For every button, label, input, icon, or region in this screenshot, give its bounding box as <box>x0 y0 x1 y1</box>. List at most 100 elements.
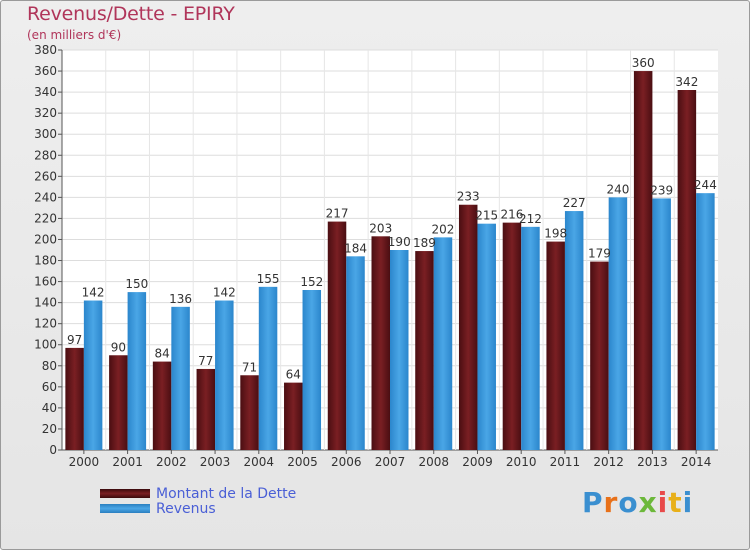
data-label-revenus: 142 <box>82 286 105 300</box>
legend-item-revenus: Revenus <box>100 501 296 516</box>
data-label-dette: 216 <box>500 208 523 222</box>
bar-dette <box>196 368 216 450</box>
data-label-dette: 217 <box>326 207 349 221</box>
bar-revenus <box>83 300 103 450</box>
x-tick-label: 2000 <box>69 455 100 469</box>
y-tick-label: 40 <box>42 401 57 415</box>
legend-swatch-dette <box>100 489 150 498</box>
data-label-dette: 189 <box>413 236 436 250</box>
bar-revenus <box>696 193 715 450</box>
bar-revenus <box>390 250 409 450</box>
y-tick-label: 80 <box>42 359 57 373</box>
bar-revenus <box>608 197 628 450</box>
y-tick-label: 320 <box>34 106 57 120</box>
legend-swatch-revenus <box>100 504 150 513</box>
x-tick-label: 2006 <box>331 455 362 469</box>
y-tick-label: 360 <box>34 64 57 78</box>
data-label-dette: 77 <box>198 354 213 368</box>
x-tick-label: 2005 <box>287 455 318 469</box>
logo-letter: i <box>682 486 694 519</box>
bar-revenus <box>171 306 190 450</box>
y-tick-label: 220 <box>34 211 57 225</box>
data-label-revenus: 136 <box>169 292 192 306</box>
x-tick-label: 2014 <box>681 455 712 469</box>
bar-dette <box>546 241 565 450</box>
y-tick-label: 380 <box>34 43 57 57</box>
proxiti-logo: Proxiti <box>582 486 693 519</box>
data-label-revenus: 227 <box>563 196 586 210</box>
y-tick-label: 120 <box>34 317 57 331</box>
data-label-dette: 342 <box>675 75 698 89</box>
bar-revenus <box>258 286 278 450</box>
y-tick-label: 240 <box>34 190 57 204</box>
bar-dette <box>327 221 347 450</box>
x-tick-label: 2004 <box>244 455 275 469</box>
data-label-dette: 360 <box>632 56 655 70</box>
data-label-revenus: 150 <box>125 277 148 291</box>
bar-revenus <box>652 198 671 450</box>
y-tick-label: 300 <box>34 127 57 141</box>
bar-revenus <box>521 226 540 450</box>
bar-dette <box>590 261 609 450</box>
data-label-revenus: 190 <box>388 235 411 249</box>
bar-dette <box>415 251 434 450</box>
data-label-dette: 203 <box>369 221 392 235</box>
y-tick-label: 180 <box>34 254 57 268</box>
bar-dette <box>152 361 172 450</box>
bar-revenus <box>477 223 496 450</box>
y-tick-label: 160 <box>34 275 57 289</box>
data-label-revenus: 240 <box>606 182 629 196</box>
bar-revenus <box>346 256 365 450</box>
legend-item-dette: Montant de la Dette <box>100 486 296 501</box>
bar-dette <box>371 236 390 450</box>
data-label-revenus: 244 <box>694 178 717 192</box>
x-tick-label: 2011 <box>550 455 581 469</box>
bar-revenus <box>302 290 322 450</box>
logo-letter: r <box>603 486 619 519</box>
data-label-revenus: 142 <box>213 286 236 300</box>
y-tick-label: 0 <box>49 443 57 457</box>
legend-label-dette: Montant de la Dette <box>156 485 297 502</box>
data-label-revenus: 152 <box>300 275 323 289</box>
data-label-dette: 97 <box>67 333 82 347</box>
bar-dette <box>284 382 303 450</box>
y-tick-label: 200 <box>34 232 57 246</box>
y-tick-label: 140 <box>34 296 57 310</box>
data-label-dette: 90 <box>111 340 126 354</box>
x-tick-label: 2002 <box>156 455 187 469</box>
y-tick-label: 60 <box>42 380 57 394</box>
x-tick-label: 2008 <box>418 455 449 469</box>
y-tick-label: 280 <box>34 148 57 162</box>
data-label-dette: 233 <box>457 190 480 204</box>
bar-dette <box>677 90 697 450</box>
x-tick-label: 2001 <box>112 455 143 469</box>
x-tick-label: 2003 <box>200 455 231 469</box>
x-tick-label: 2012 <box>593 455 624 469</box>
bar-revenus <box>127 292 147 450</box>
legend: Montant de la Dette Revenus <box>100 486 296 516</box>
data-label-revenus: 212 <box>519 212 542 226</box>
data-label-dette: 179 <box>588 247 611 261</box>
x-tick-label: 2010 <box>506 455 537 469</box>
bar-dette <box>633 71 653 450</box>
logo-letter: i <box>657 486 669 519</box>
bar-dette <box>458 204 478 450</box>
data-label-revenus: 239 <box>650 183 673 197</box>
bar-dette <box>65 347 84 450</box>
data-label-revenus: 202 <box>432 222 455 236</box>
legend-label-revenus: Revenus <box>156 500 216 517</box>
data-label-dette: 198 <box>544 227 567 241</box>
data-label-revenus: 215 <box>475 209 498 223</box>
chart-subtitle: (en milliers d'€) <box>27 28 122 42</box>
y-tick-label: 20 <box>42 422 57 436</box>
bar-dette <box>502 222 522 450</box>
bar-revenus <box>215 300 234 450</box>
bar-dette <box>240 375 259 450</box>
bar-revenus <box>433 237 453 450</box>
y-tick-label: 100 <box>34 338 57 352</box>
y-tick-label: 340 <box>34 85 57 99</box>
y-tick-label: 260 <box>34 169 57 183</box>
bar-dette <box>109 355 128 450</box>
data-label-dette: 71 <box>242 360 257 374</box>
